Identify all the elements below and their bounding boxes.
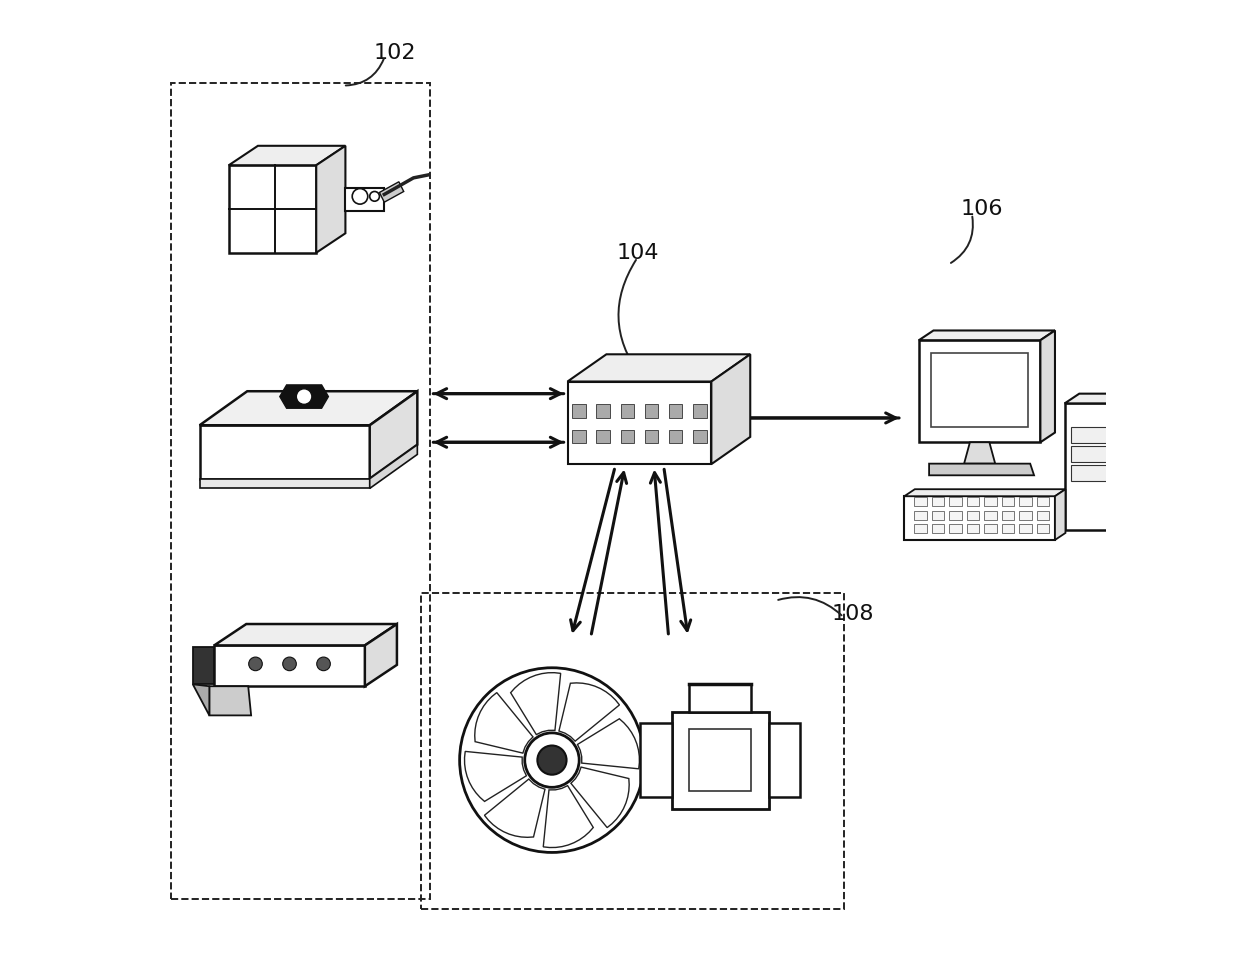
Polygon shape (1037, 497, 1049, 505)
Circle shape (283, 657, 296, 671)
Polygon shape (1002, 511, 1014, 519)
Circle shape (316, 657, 330, 671)
Polygon shape (228, 165, 316, 253)
Polygon shape (929, 464, 1034, 475)
Polygon shape (200, 391, 418, 426)
Polygon shape (966, 511, 980, 519)
Polygon shape (985, 511, 997, 519)
Polygon shape (919, 340, 1040, 442)
Polygon shape (215, 624, 397, 645)
Polygon shape (370, 444, 418, 488)
Polygon shape (210, 686, 252, 715)
Polygon shape (693, 404, 707, 418)
Polygon shape (620, 430, 634, 443)
Polygon shape (1125, 394, 1140, 530)
Polygon shape (370, 391, 418, 478)
Polygon shape (596, 430, 610, 443)
Polygon shape (1040, 330, 1055, 442)
Polygon shape (1019, 525, 1032, 533)
Polygon shape (919, 330, 1055, 340)
Polygon shape (963, 442, 996, 464)
Polygon shape (346, 188, 384, 211)
Polygon shape (949, 525, 962, 533)
Circle shape (249, 657, 263, 671)
Polygon shape (904, 496, 1055, 540)
Text: 104: 104 (616, 243, 658, 262)
Polygon shape (568, 355, 750, 382)
Circle shape (370, 191, 379, 201)
Polygon shape (475, 693, 533, 753)
Polygon shape (570, 767, 629, 827)
Polygon shape (573, 430, 587, 443)
Polygon shape (280, 385, 329, 408)
Circle shape (525, 733, 579, 787)
Polygon shape (1070, 465, 1120, 480)
Polygon shape (931, 525, 944, 533)
Polygon shape (672, 712, 769, 809)
Polygon shape (1070, 427, 1120, 442)
Polygon shape (985, 497, 997, 505)
Polygon shape (931, 497, 944, 505)
Polygon shape (769, 723, 800, 797)
Polygon shape (689, 729, 751, 791)
Polygon shape (192, 647, 215, 684)
Polygon shape (228, 146, 346, 165)
Polygon shape (668, 404, 682, 418)
Polygon shape (543, 785, 593, 848)
Polygon shape (192, 684, 210, 715)
Polygon shape (904, 489, 1065, 496)
Polygon shape (985, 525, 997, 533)
Polygon shape (379, 182, 404, 202)
Polygon shape (578, 718, 640, 769)
Polygon shape (316, 146, 346, 253)
Polygon shape (1065, 403, 1125, 530)
Polygon shape (1019, 497, 1032, 505)
Polygon shape (568, 382, 712, 465)
Polygon shape (931, 354, 1028, 427)
Polygon shape (1037, 525, 1049, 533)
Polygon shape (511, 673, 560, 735)
Polygon shape (596, 404, 610, 418)
Polygon shape (215, 645, 365, 686)
Polygon shape (931, 511, 944, 519)
Polygon shape (365, 624, 397, 686)
Polygon shape (689, 684, 751, 712)
Polygon shape (645, 430, 658, 443)
Polygon shape (1055, 489, 1065, 540)
Polygon shape (200, 478, 370, 488)
Polygon shape (668, 430, 682, 443)
Text: 108: 108 (832, 605, 874, 624)
Polygon shape (914, 497, 926, 505)
Polygon shape (1002, 525, 1014, 533)
Polygon shape (712, 355, 750, 465)
Polygon shape (966, 497, 980, 505)
Polygon shape (1070, 446, 1120, 462)
Circle shape (352, 189, 368, 204)
Circle shape (537, 746, 567, 775)
Polygon shape (645, 404, 658, 418)
Polygon shape (1065, 394, 1140, 403)
Polygon shape (200, 426, 370, 478)
Polygon shape (914, 525, 926, 533)
Polygon shape (914, 511, 926, 519)
Polygon shape (559, 683, 620, 742)
Polygon shape (640, 723, 672, 797)
Polygon shape (485, 779, 544, 837)
Polygon shape (693, 430, 707, 443)
Polygon shape (620, 404, 634, 418)
Polygon shape (949, 497, 962, 505)
Polygon shape (1002, 497, 1014, 505)
Polygon shape (949, 511, 962, 519)
Circle shape (296, 389, 312, 404)
Polygon shape (1019, 511, 1032, 519)
Polygon shape (1037, 511, 1049, 519)
Polygon shape (573, 404, 587, 418)
Polygon shape (966, 525, 980, 533)
Text: 102: 102 (373, 44, 415, 63)
Text: 106: 106 (960, 199, 1003, 219)
Polygon shape (465, 751, 527, 802)
